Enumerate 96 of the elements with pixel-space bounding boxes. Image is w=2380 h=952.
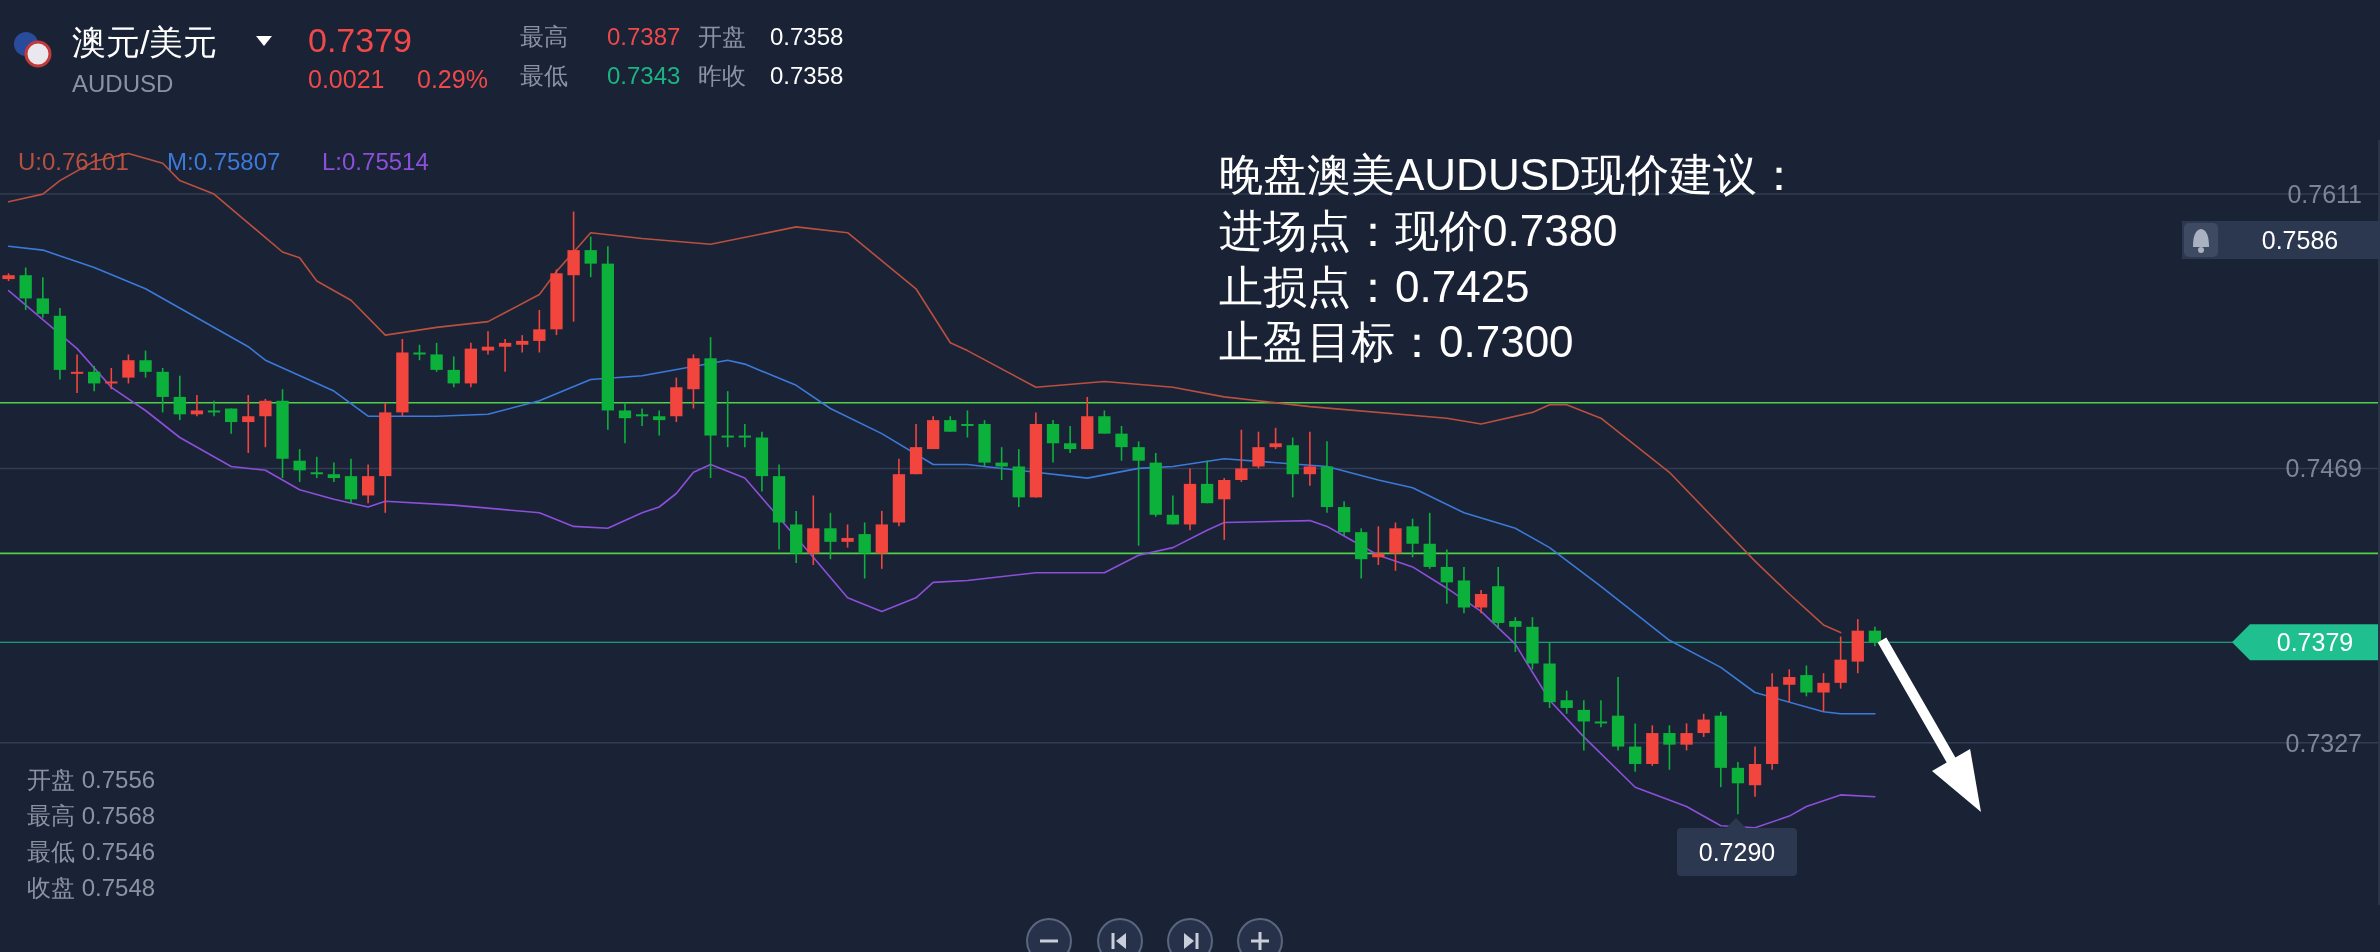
candlestick bbox=[1303, 430, 1317, 487]
y-tick-label: 0.7327 bbox=[2285, 728, 2362, 757]
candlestick bbox=[533, 309, 546, 354]
candlestick bbox=[584, 235, 597, 278]
candlestick bbox=[1372, 525, 1385, 566]
candlestick bbox=[1235, 428, 1248, 483]
candlestick bbox=[618, 401, 632, 445]
candlestick bbox=[635, 407, 649, 427]
candlestick bbox=[481, 330, 495, 356]
candlestick bbox=[1629, 722, 1642, 773]
candlestick bbox=[70, 353, 84, 394]
y-tick-label: 0.7469 bbox=[2285, 454, 2362, 483]
text: 0.0021 bbox=[308, 65, 385, 93]
candlestick bbox=[1218, 477, 1231, 541]
candlestick bbox=[1474, 589, 1488, 615]
candlestick bbox=[310, 456, 323, 479]
candlestick bbox=[721, 390, 734, 448]
annotation: 晚盘澳美AUDUSD现价建议： bbox=[1219, 150, 1801, 199]
candlestick bbox=[1098, 409, 1111, 435]
candlestick bbox=[1663, 724, 1676, 771]
candlestick bbox=[447, 355, 460, 389]
candlestick bbox=[1423, 512, 1436, 570]
candlestick bbox=[1440, 548, 1453, 605]
candlestick bbox=[242, 394, 255, 454]
text: 开盘 bbox=[698, 23, 746, 50]
candlestick bbox=[1115, 425, 1128, 462]
candlestick bbox=[824, 512, 837, 560]
candlestick bbox=[961, 409, 974, 439]
candlestick bbox=[1680, 722, 1693, 752]
candlestick bbox=[36, 276, 49, 319]
candlestick bbox=[1748, 745, 1762, 798]
text: 0.29% bbox=[417, 65, 488, 93]
text: 0.7387 bbox=[607, 23, 681, 50]
candlestick bbox=[1063, 425, 1077, 454]
annotation: 最高 0.7568 bbox=[27, 802, 156, 829]
text: M:0.75807 bbox=[167, 148, 281, 175]
text: 昨收 bbox=[698, 62, 746, 89]
candlestick bbox=[122, 353, 135, 385]
candlestick bbox=[1697, 712, 1710, 738]
candlestick bbox=[858, 521, 871, 580]
candlestick bbox=[841, 523, 854, 549]
candlestick bbox=[293, 448, 306, 483]
candlestick bbox=[1252, 430, 1265, 470]
chart-title: 澳元/美元 bbox=[72, 23, 218, 61]
candlestick bbox=[1783, 668, 1796, 703]
candlestick bbox=[105, 367, 118, 390]
candlestick bbox=[207, 400, 221, 418]
line-series bbox=[7, 152, 1842, 634]
annotation: 止盈目标：0.7300 bbox=[1219, 317, 1574, 366]
candlestick bbox=[1834, 635, 1847, 690]
annotation: 收盘 0.7548 bbox=[27, 874, 156, 901]
candlestick bbox=[653, 409, 666, 437]
candlestick bbox=[1817, 672, 1830, 713]
candlestick bbox=[430, 342, 443, 373]
candlestick bbox=[1269, 427, 1282, 450]
text: L:0.75514 bbox=[322, 148, 429, 175]
candlestick bbox=[1200, 459, 1214, 504]
y-tick-label: 0.7611 bbox=[2287, 180, 2362, 209]
annotation: 最低 0.7546 bbox=[27, 838, 156, 865]
text: 0.7358 bbox=[770, 23, 844, 50]
chart-subtitle: AUDUSD bbox=[72, 70, 174, 97]
annotation: 进场点：现价0.7380 bbox=[1219, 206, 1618, 255]
candlestick bbox=[1166, 494, 1180, 526]
candlestick bbox=[1577, 699, 1590, 752]
text: 0.7358 bbox=[770, 62, 844, 89]
candlestick bbox=[344, 457, 358, 504]
text: 最高 bbox=[520, 23, 568, 50]
candlestick bbox=[1594, 699, 1608, 729]
candlestick bbox=[1800, 664, 1813, 698]
candlestick bbox=[259, 398, 272, 448]
annotation: 开盘 0.7556 bbox=[27, 766, 156, 793]
annotation: 0.7586 bbox=[2261, 226, 2339, 254]
candlestick bbox=[498, 338, 512, 373]
annotation: 止损点：0.7425 bbox=[1219, 262, 1530, 311]
candlestick bbox=[190, 394, 204, 418]
text: 0.7379 bbox=[308, 21, 412, 59]
candlestick bbox=[1406, 517, 1419, 559]
text: 最低 bbox=[520, 62, 568, 89]
candlestick bbox=[88, 365, 101, 392]
text: 0.7343 bbox=[607, 62, 681, 89]
candlestick bbox=[173, 374, 186, 421]
candlestick bbox=[224, 407, 238, 435]
candlestick bbox=[327, 461, 341, 483]
candlestick bbox=[1046, 419, 1060, 464]
candlestick bbox=[1868, 626, 1882, 647]
candlestick bbox=[1509, 616, 1522, 653]
candlestick bbox=[1132, 440, 1145, 547]
candlestick bbox=[516, 334, 529, 354]
ref-line-label: 0.7379 bbox=[2276, 628, 2354, 657]
candlestick bbox=[139, 349, 152, 379]
candlestick bbox=[738, 423, 751, 448]
candlestick bbox=[1560, 689, 1573, 715]
candlestick bbox=[1731, 761, 1745, 815]
annotation: 0.7290 bbox=[1698, 838, 1776, 866]
candlestick bbox=[19, 266, 32, 311]
candlestick bbox=[361, 463, 375, 504]
